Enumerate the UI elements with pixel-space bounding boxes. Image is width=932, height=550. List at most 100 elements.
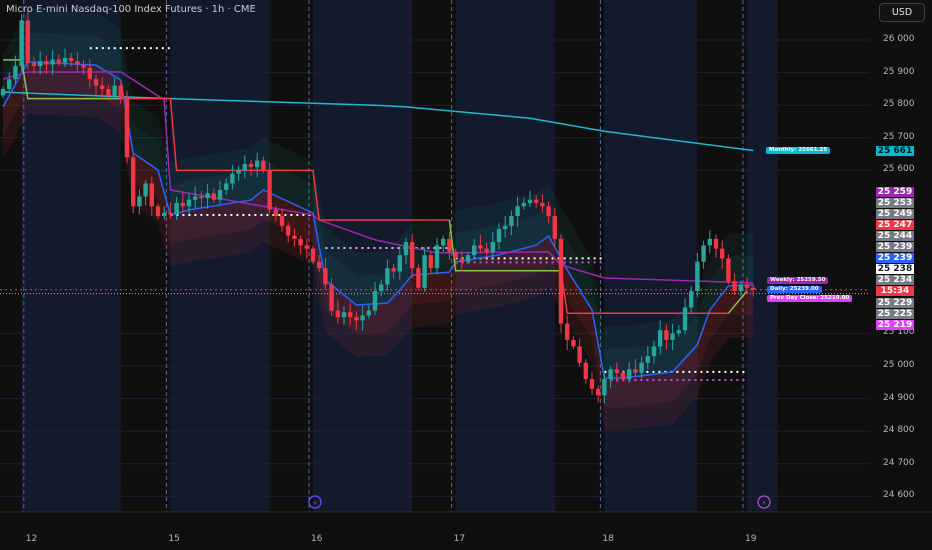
candle-body — [7, 79, 12, 89]
candle-body — [515, 206, 520, 217]
candle — [565, 315, 570, 351]
candle-body — [403, 242, 409, 256]
candle-body — [69, 57, 74, 62]
candle-body — [162, 212, 167, 217]
candle — [211, 188, 216, 203]
candle — [124, 91, 130, 164]
candle — [645, 346, 650, 370]
candle — [372, 281, 378, 315]
candle — [682, 298, 688, 335]
candle-body — [50, 59, 55, 65]
price-axis-tick: 26 000 — [883, 34, 915, 44]
lightning-icon[interactable]: ⚡ — [757, 495, 771, 509]
icon-ring — [757, 495, 771, 509]
candle — [19, 14, 24, 72]
candle-body — [335, 310, 340, 318]
candle-body — [490, 242, 495, 252]
time-axis-tick: 15 — [168, 534, 180, 544]
candle — [31, 56, 37, 74]
candle — [87, 59, 92, 88]
candle — [720, 240, 725, 269]
indicator-annotation: Prev Day Close: 25219.00 — [767, 294, 853, 302]
candle-body — [106, 88, 111, 96]
session-shade — [313, 0, 413, 512]
candle-body — [205, 193, 210, 199]
candle — [0, 86, 6, 99]
candle — [50, 50, 55, 75]
candle-body — [217, 189, 223, 200]
price-label: 25 249 — [876, 209, 914, 220]
candle — [81, 59, 86, 75]
candle — [428, 251, 433, 274]
candle-body — [230, 173, 235, 184]
candle-body — [589, 379, 595, 389]
candle-body — [521, 203, 526, 207]
candle-body — [348, 312, 353, 318]
candle — [93, 74, 99, 95]
candle — [168, 202, 173, 219]
candle-body — [100, 85, 105, 89]
candle — [310, 246, 316, 265]
candle-body — [434, 245, 440, 269]
candle-body — [689, 291, 694, 308]
time-axis-tick: 16 — [311, 534, 323, 544]
candle-body — [372, 291, 378, 311]
price-axis-tick: 25 700 — [883, 131, 915, 142]
candle — [335, 300, 340, 324]
candle-body — [193, 196, 198, 200]
candle — [261, 156, 266, 174]
candle-body — [19, 20, 24, 67]
candle-body — [174, 203, 179, 215]
candle-body — [298, 238, 303, 246]
candle-body — [93, 79, 99, 86]
candle-body — [329, 284, 334, 311]
candle — [224, 178, 229, 196]
candle — [589, 371, 595, 395]
candle-body — [137, 196, 142, 207]
candle — [267, 162, 272, 214]
candle — [453, 248, 458, 268]
candle-body — [75, 61, 80, 65]
candle — [329, 278, 334, 317]
candle-body — [391, 268, 396, 272]
candle-body — [738, 284, 743, 292]
candle-body — [645, 356, 650, 363]
candle — [509, 210, 514, 236]
price-label: 25 238 — [876, 264, 914, 275]
upper-band — [3, 32, 754, 379]
candle-body — [323, 268, 328, 285]
candle-body — [224, 183, 229, 190]
candle — [478, 234, 483, 254]
candle-body — [379, 284, 384, 292]
candle-body — [56, 59, 61, 63]
time-axis-tick: 18 — [602, 534, 614, 544]
candle — [279, 208, 285, 232]
currency-button[interactable]: USD — [879, 3, 925, 22]
candle-body — [509, 216, 514, 226]
candle-body — [527, 199, 533, 203]
candle-body — [25, 20, 30, 63]
candle — [614, 362, 619, 383]
candle-body — [670, 333, 675, 340]
candle — [205, 183, 210, 209]
candle-body — [552, 216, 557, 239]
candle-body — [428, 255, 433, 269]
candle — [633, 358, 638, 378]
candle — [521, 197, 526, 210]
upper-band — [3, 9, 754, 379]
indicator-annotation: Weekly: 25259.50 — [767, 276, 829, 284]
candle-body — [149, 183, 154, 207]
candle — [106, 84, 111, 99]
candle-body — [602, 379, 607, 396]
prior_green-line — [448, 219, 561, 272]
candle — [410, 233, 415, 279]
candle-body — [453, 251, 458, 259]
dividend-arrow-icon[interactable]: » — [308, 495, 322, 509]
candle-body — [707, 238, 712, 246]
candle — [726, 254, 731, 285]
price-axis-tick: 25 000 — [883, 360, 915, 370]
candle — [180, 192, 185, 213]
candle-body — [472, 245, 477, 256]
candle-body — [744, 284, 750, 288]
